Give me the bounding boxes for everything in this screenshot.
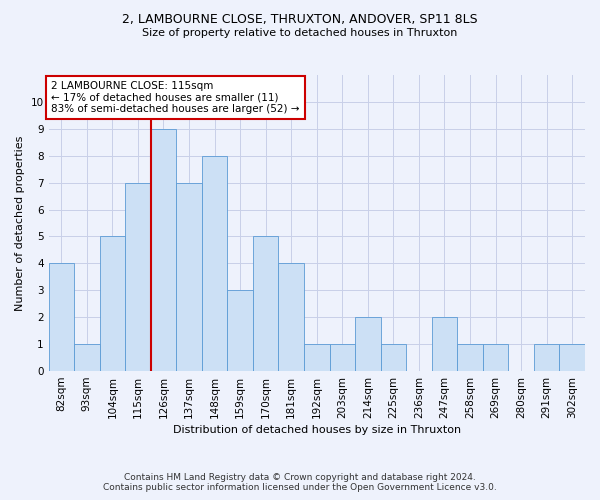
Text: 2, LAMBOURNE CLOSE, THRUXTON, ANDOVER, SP11 8LS: 2, LAMBOURNE CLOSE, THRUXTON, ANDOVER, S… bbox=[122, 12, 478, 26]
Bar bbox=[176, 182, 202, 371]
Bar bbox=[534, 344, 559, 371]
Bar bbox=[483, 344, 508, 371]
Bar bbox=[278, 264, 304, 371]
Bar bbox=[49, 264, 74, 371]
Bar bbox=[457, 344, 483, 371]
Bar bbox=[304, 344, 329, 371]
Bar bbox=[355, 317, 380, 371]
Bar bbox=[227, 290, 253, 371]
Bar bbox=[432, 317, 457, 371]
Text: Size of property relative to detached houses in Thruxton: Size of property relative to detached ho… bbox=[142, 28, 458, 38]
Text: 2 LAMBOURNE CLOSE: 115sqm
← 17% of detached houses are smaller (11)
83% of semi-: 2 LAMBOURNE CLOSE: 115sqm ← 17% of detac… bbox=[51, 81, 300, 114]
Text: Contains HM Land Registry data © Crown copyright and database right 2024.
Contai: Contains HM Land Registry data © Crown c… bbox=[103, 473, 497, 492]
Bar bbox=[202, 156, 227, 371]
X-axis label: Distribution of detached houses by size in Thruxton: Distribution of detached houses by size … bbox=[173, 425, 461, 435]
Bar bbox=[125, 182, 151, 371]
Bar bbox=[253, 236, 278, 371]
Bar bbox=[151, 129, 176, 371]
Bar bbox=[559, 344, 585, 371]
Bar bbox=[329, 344, 355, 371]
Bar bbox=[100, 236, 125, 371]
Bar bbox=[74, 344, 100, 371]
Bar bbox=[380, 344, 406, 371]
Y-axis label: Number of detached properties: Number of detached properties bbox=[15, 136, 25, 310]
